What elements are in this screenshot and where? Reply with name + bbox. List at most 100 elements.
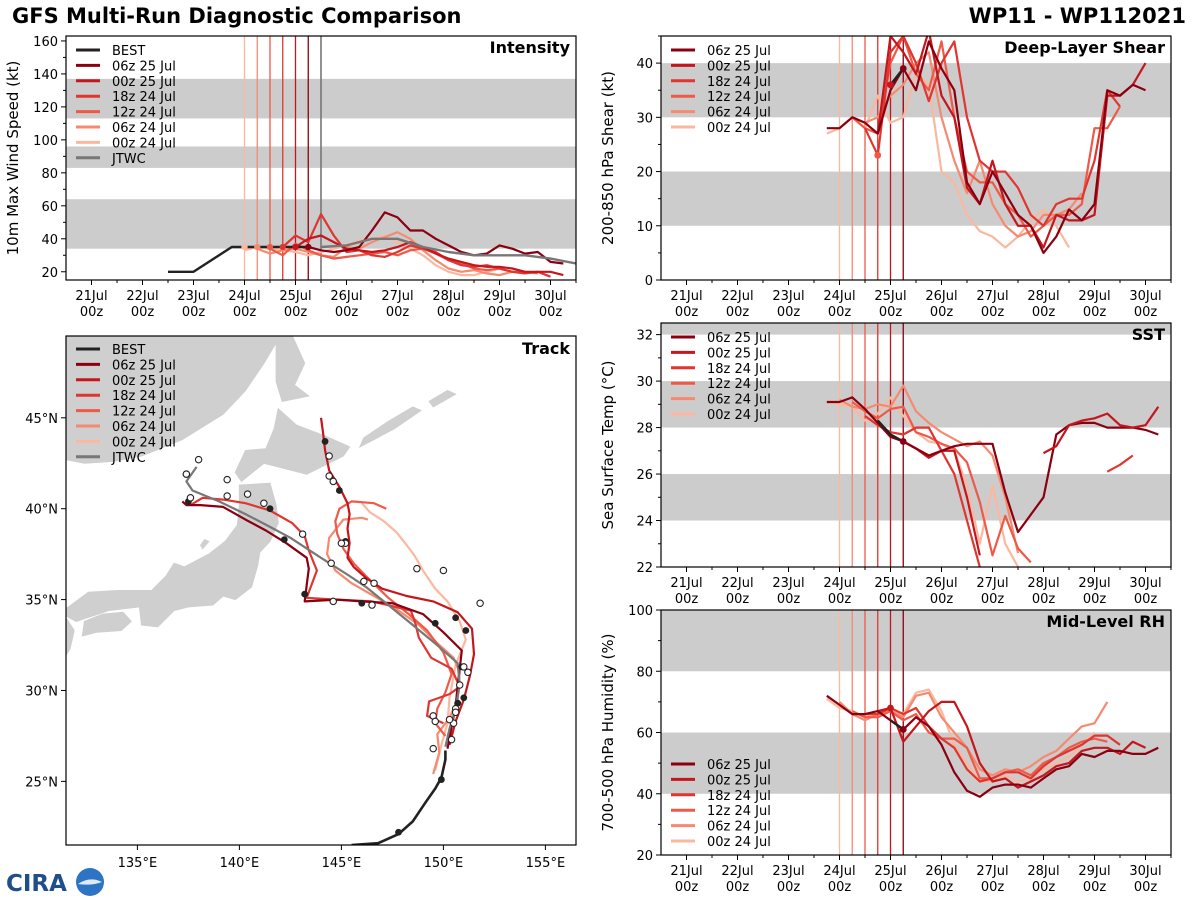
- x-tick-label: 28Jul: [432, 289, 464, 304]
- land-mass: [275, 336, 310, 402]
- legend-label: 00z 25 Jul: [112, 374, 176, 389]
- x-tick-label: 00z: [981, 305, 1005, 320]
- series-line: [838, 384, 1020, 554]
- x-tick-label: 00z: [777, 592, 801, 607]
- legend-label: 06z 24 Jul: [707, 820, 771, 835]
- y-tick-label: 80: [41, 167, 58, 182]
- x-tick-label: 24Jul: [823, 864, 855, 879]
- track-open-dot: [325, 472, 333, 480]
- legend-label: 00z 25 Jul: [707, 346, 771, 361]
- storm-id: WP11 - WP112021: [968, 4, 1186, 28]
- x-tick-label: 00z: [1032, 880, 1056, 895]
- series-line: [308, 211, 564, 265]
- legend-label: 12z 24 Jul: [112, 106, 176, 121]
- track-line: [319, 417, 476, 746]
- legend-label: 00z 25 Jul: [707, 773, 771, 788]
- init-dot: [241, 243, 248, 251]
- y-axis-label: 200-850 hPa Shear (kt): [599, 71, 617, 245]
- lat-tick-label: 40°N: [25, 503, 58, 518]
- chart-shear: 01020304021Jul00z22Jul00z23Jul00z24Jul00…: [599, 35, 1172, 320]
- series-line: [826, 694, 1159, 798]
- x-tick-label: 27Jul: [381, 289, 413, 304]
- track-dot: [460, 694, 468, 702]
- x-tick-label: 26Jul: [925, 576, 957, 591]
- track-open-dot: [455, 681, 464, 689]
- track-open-dot: [329, 477, 337, 486]
- y-tick-label: 40: [636, 57, 653, 72]
- series-line: [282, 213, 551, 278]
- x-tick-label: 00z: [777, 880, 801, 895]
- y-tick-label: 40: [636, 788, 653, 803]
- lon-tick-label: 140°E: [220, 856, 260, 871]
- track-dot: [358, 599, 366, 607]
- lon-tick-label: 145°E: [322, 856, 362, 871]
- y-tick-label: 100: [33, 134, 58, 149]
- x-tick-label: 25Jul: [874, 576, 906, 591]
- legend-label: JTWC: [111, 451, 146, 466]
- best-dot: [899, 726, 907, 733]
- series-line: [838, 691, 1109, 777]
- y-tick-label: 26: [636, 468, 653, 483]
- plot-area: [661, 323, 1171, 567]
- track-open-dot: [329, 597, 337, 606]
- legend-label: 00z 24 Jul: [707, 835, 771, 850]
- x-tick-label: 00z: [675, 880, 699, 895]
- x-tick-label: 30Jul: [1129, 864, 1161, 879]
- x-tick-label: 00z: [1083, 592, 1107, 607]
- plot-area: [66, 36, 576, 280]
- x-tick-label: 00z: [233, 305, 257, 320]
- land-mass: [200, 538, 210, 550]
- best-dot: [437, 776, 445, 783]
- lon-tick-label: 155°E: [526, 856, 566, 871]
- track-line: [360, 502, 467, 771]
- legend-label: 00z 25 Jul: [707, 59, 771, 74]
- init-dot: [266, 243, 274, 251]
- init-dot: [887, 704, 894, 712]
- y-tick-label: 20: [636, 849, 653, 864]
- chart-sst: 22242628303221Jul00z22Jul00z23Jul00z24Ju…: [599, 322, 1172, 607]
- shade-band: [661, 474, 1171, 521]
- legend-label: 00z 24 Jul: [112, 435, 176, 450]
- series-line: [1042, 406, 1160, 455]
- track-open-dot: [327, 559, 335, 567]
- x-tick-label: 00z: [726, 880, 750, 895]
- legend-label: 18z 24 Jul: [707, 789, 771, 804]
- x-tick-label: 27Jul: [976, 864, 1008, 879]
- x-tick-label: 00z: [335, 305, 359, 320]
- cira-logo: CIRA: [6, 868, 104, 897]
- legend-label: 12z 24 Jul: [707, 90, 771, 105]
- legend-label: 06z 24 Jul: [707, 106, 771, 121]
- legend-label: 12z 24 Jul: [707, 804, 771, 819]
- track-open-dot: [368, 601, 376, 609]
- init-dot: [305, 243, 312, 251]
- x-tick-label: 00z: [539, 305, 563, 320]
- panel-title: Mid-Level RH: [1046, 612, 1165, 631]
- track-open-dot: [445, 715, 454, 724]
- cira-logo-text: CIRA: [6, 871, 67, 897]
- x-tick-label: 00z: [777, 305, 801, 320]
- legend-label: 06z 25 Jul: [707, 331, 771, 346]
- figure-title: GFS Multi-Run Diagnostic Comparison: [12, 4, 462, 28]
- x-tick-label: 00z: [930, 305, 954, 320]
- track-open-dot: [223, 475, 231, 484]
- x-tick-label: 28Jul: [1027, 289, 1059, 304]
- x-tick-label: 30Jul: [534, 289, 566, 304]
- legend-label: 06z 25 Jul: [112, 59, 176, 74]
- x-tick-label: 21Jul: [670, 864, 702, 879]
- legend-label: 06z 25 Jul: [112, 358, 176, 373]
- jtwc-line: [320, 237, 576, 265]
- x-tick-label: 00z: [182, 305, 206, 320]
- panel-title: Deep-Layer Shear: [1004, 38, 1165, 57]
- x-tick-label: 22Jul: [126, 289, 158, 304]
- x-tick-label: 23Jul: [772, 864, 804, 879]
- legend-label: 18z 24 Jul: [707, 362, 771, 377]
- x-tick-label: 00z: [1134, 592, 1158, 607]
- y-tick-label: 20: [636, 166, 653, 181]
- map-frame: [65, 335, 577, 846]
- y-tick-label: 60: [41, 200, 58, 215]
- panel-title: Track: [522, 339, 570, 358]
- land-mass: [428, 389, 457, 408]
- land-mass: [66, 616, 75, 670]
- y-tick-label: 28: [636, 422, 653, 437]
- y-tick-label: 160: [33, 35, 58, 50]
